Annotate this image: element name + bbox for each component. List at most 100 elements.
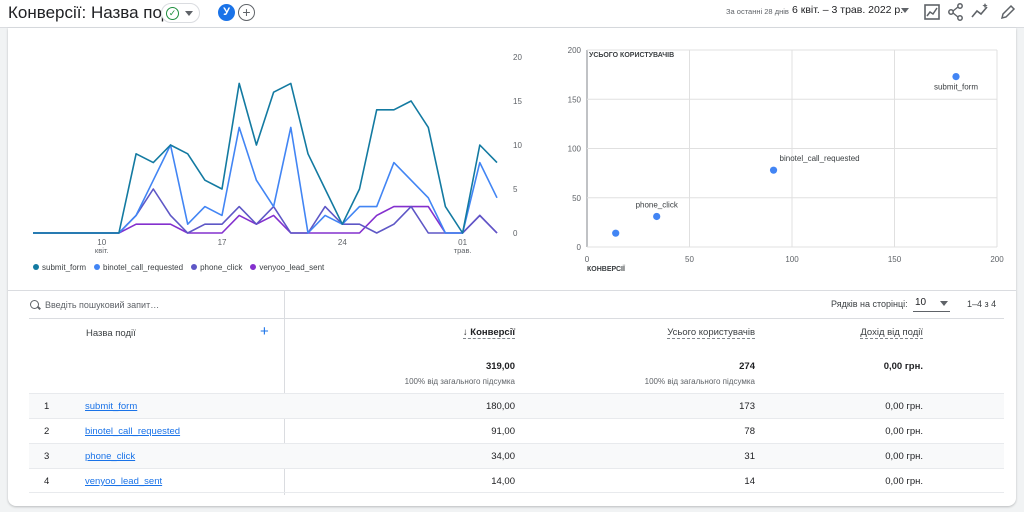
y-tick-label: 15 xyxy=(513,97,522,106)
edit-icon[interactable] xyxy=(998,2,1018,22)
row-number: 4 xyxy=(44,476,50,487)
total-conversions-pct: 100% від загального підсумка xyxy=(404,377,515,386)
data-label: binotel_call_requested xyxy=(780,154,860,163)
status-dropdown[interactable]: ✓ xyxy=(161,3,200,23)
chart-legend: submit_form binotel_call_requested phone_c… xyxy=(33,263,332,275)
column-header-event-revenue[interactable]: Дохід від події xyxy=(860,327,923,339)
legend-label: submit_form xyxy=(42,263,87,272)
pager-range: 1–4 з 4 xyxy=(967,299,997,309)
check-circle-icon: ✓ xyxy=(166,7,179,20)
report-card xyxy=(8,28,1016,506)
rows-per-page-select[interactable]: 10 xyxy=(913,296,950,312)
column-header-total-users-label: Усього користувачів xyxy=(667,327,755,339)
scatter-chart: 0 50 100 150 200 0 50 100 150 200 УСЬОГО КОРИСТУВА… xyxy=(568,46,1005,273)
legend-swatch xyxy=(94,264,101,270)
page-title: Конверсії: Назва події xyxy=(8,3,181,22)
conversions-cell: 14,00 xyxy=(491,476,515,487)
legend-item[interactable]: phone_click xyxy=(191,263,242,272)
top-bar: Конверсії: Назва події ✓ У + За останні … xyxy=(0,0,1024,28)
y-tick-label: 0 xyxy=(577,243,582,252)
y-tick-label: 100 xyxy=(568,145,582,154)
total-users: 274 xyxy=(739,361,755,372)
revenue-cell: 0,00 грн. xyxy=(885,426,923,437)
date-chevron-down-icon[interactable] xyxy=(901,8,909,13)
users-cell: 14 xyxy=(744,476,755,487)
chevron-down-icon xyxy=(940,301,948,306)
legend-item[interactable]: venyoo_lead_sent xyxy=(250,263,324,272)
y-tick-label: 5 xyxy=(513,185,518,194)
x-tick-label: 100 xyxy=(785,255,799,264)
date-range-prefix: За останні 28 днів xyxy=(726,7,789,16)
x-axis-label: КОНВЕРСІЇ xyxy=(587,265,626,273)
series-line-venyoo-lead-sent xyxy=(33,205,498,234)
legend-swatch xyxy=(191,264,198,270)
scatter-point xyxy=(612,229,620,237)
search-input[interactable]: Введіть пошуковий запит… xyxy=(30,300,159,312)
chevron-down-icon xyxy=(185,11,193,16)
event-name-link[interactable]: venyoo_lead_sent xyxy=(85,476,163,487)
y-tick-label: 0 xyxy=(513,229,518,238)
y-axis-label: УСЬОГО КОРИСТУВАЧІВ xyxy=(589,52,674,59)
total-revenue: 0,00 грн. xyxy=(883,361,923,372)
revenue-cell: 0,00 грн. xyxy=(885,476,923,487)
users-cell: 78 xyxy=(744,426,755,437)
search-placeholder: Введіть пошуковий запит… xyxy=(45,300,160,310)
row-number: 3 xyxy=(44,451,50,462)
table-row: 2 binotel_call_requested 91,00 78 0,00 г… xyxy=(29,418,1004,443)
total-conversions: 319,00 xyxy=(485,361,515,372)
table-row: 4 venyoo_lead_sent 14,00 14 0,00 грн. xyxy=(29,468,1004,493)
insights-icon[interactable] xyxy=(970,2,990,22)
event-name-link[interactable]: phone_click xyxy=(85,451,136,462)
rows-per-page-label: Рядків на сторінці: xyxy=(831,299,908,309)
column-header-conversions-label: ↓ Конверсії xyxy=(462,327,515,339)
data-label: submit_form xyxy=(934,83,978,92)
column-header-total-users[interactable]: Усього користувачів xyxy=(667,327,755,339)
series-line-submit-form xyxy=(33,82,498,234)
y-tick-label: 200 xyxy=(568,46,582,55)
revenue-cell: 0,00 грн. xyxy=(885,451,923,462)
comparison-badge[interactable]: У xyxy=(218,4,235,21)
date-range-picker[interactable]: 6 квіт. – 3 трав. 2022 р. xyxy=(792,4,904,16)
conversions-cell: 180,00 xyxy=(485,401,515,412)
event-name-link[interactable]: binotel_call_requested xyxy=(85,426,181,437)
y-tick-label: 150 xyxy=(568,95,582,104)
x-tick-label: 0 xyxy=(585,255,590,264)
legend-label: binotel_call_requested xyxy=(103,263,184,272)
column-header-event-name[interactable]: Назва події xyxy=(86,328,136,339)
row-number: 2 xyxy=(44,426,50,437)
column-header-conversions[interactable]: ↓ Конверсії xyxy=(462,327,515,339)
table-row: 3 phone_click 34,00 31 0,00 грн. xyxy=(29,443,1004,468)
column-header-event-revenue-label: Дохід від події xyxy=(860,327,923,339)
column-divider xyxy=(284,290,285,495)
customize-report-icon[interactable] xyxy=(922,2,942,22)
x-tick-label: 150 xyxy=(888,255,902,264)
x-tick-label: 10 xyxy=(97,238,106,247)
x-tick-label: 200 xyxy=(990,255,1004,264)
legend-item[interactable]: submit_form xyxy=(33,263,86,272)
users-cell: 173 xyxy=(739,401,755,412)
x-tick-label: 17 xyxy=(218,238,227,247)
revenue-cell: 0,00 грн. xyxy=(885,401,923,412)
add-dimension-icon[interactable]: + xyxy=(260,323,269,340)
y-tick-label: 10 xyxy=(513,141,522,150)
legend-item[interactable]: binotel_call_requested xyxy=(94,263,183,272)
legend-label: venyoo_lead_sent xyxy=(259,263,325,272)
rows-per-page-value: 10 xyxy=(915,297,927,308)
legend-swatch xyxy=(33,264,39,270)
search-icon xyxy=(30,300,39,309)
x-tick-label: 24 xyxy=(338,238,347,247)
conversions-cell: 34,00 xyxy=(491,451,515,462)
conversions-cell: 91,00 xyxy=(491,426,515,437)
event-name-link[interactable]: submit_form xyxy=(85,401,138,412)
scatter-point xyxy=(653,212,661,221)
scatter-point xyxy=(952,72,960,81)
legend-label: phone_click xyxy=(200,263,243,272)
y-tick-label: 20 xyxy=(513,53,522,62)
share-icon[interactable] xyxy=(946,2,966,22)
divider xyxy=(29,318,1004,319)
data-label: phone_click xyxy=(636,200,679,209)
series-line-phone-click xyxy=(33,188,498,234)
add-comparison-button[interactable]: + xyxy=(238,4,255,21)
table-row: 1 submit_form 180,00 173 0,00 грн. xyxy=(29,393,1004,418)
